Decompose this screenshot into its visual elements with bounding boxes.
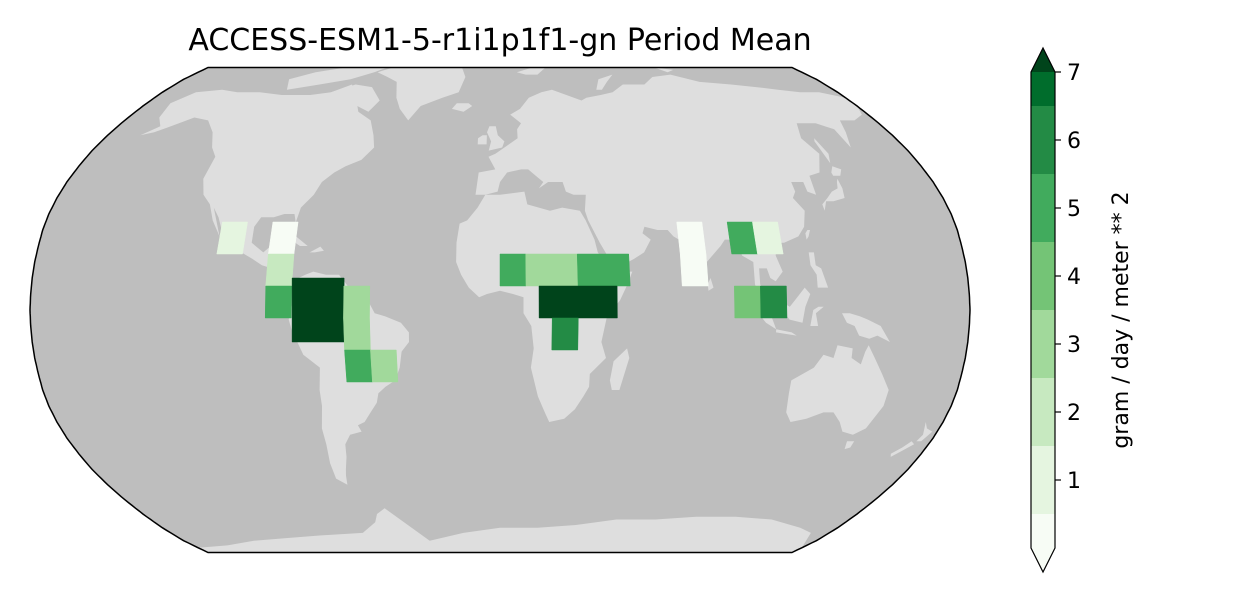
land-new-zealand-n <box>916 422 933 442</box>
data-cell <box>265 253 295 287</box>
data-cell <box>291 277 345 343</box>
colorbar-tick-label: 3 <box>1067 333 1081 358</box>
colorbar-extend-min <box>1031 548 1055 572</box>
data-cell <box>576 253 631 287</box>
land-greenland <box>377 67 466 121</box>
colorbar-bin <box>1031 514 1055 548</box>
data-cell <box>370 349 399 383</box>
colorbar-tick-label: 2 <box>1067 401 1081 426</box>
land-antarctica <box>198 508 811 553</box>
data-cell <box>499 253 527 287</box>
colorbar-bin <box>1031 378 1055 446</box>
map-boundary <box>29 66 971 554</box>
colorbar-label: gram / day / meter ** 2 <box>1109 191 1134 448</box>
data-cell <box>734 285 762 319</box>
colorbar-extend-max <box>1031 48 1055 72</box>
colorbar-tick-label: 6 <box>1067 129 1081 154</box>
land-baffin <box>331 84 380 112</box>
colorbar-tick-label: 7 <box>1067 61 1081 86</box>
colorbar-bin <box>1031 446 1055 514</box>
data-cell <box>268 221 299 255</box>
data-cell <box>525 253 579 287</box>
land-iceland <box>451 103 473 112</box>
data-cell <box>538 285 618 319</box>
land-ireland <box>477 135 487 145</box>
data-cell <box>216 221 248 255</box>
land-philippines <box>808 252 829 288</box>
land-north-america <box>140 84 375 288</box>
colorbar-bin <box>1031 242 1055 310</box>
data-cell <box>676 221 707 255</box>
land-taiwan <box>805 230 810 240</box>
data-cell <box>264 285 292 319</box>
data-cell <box>760 285 788 319</box>
land-tasmania <box>844 441 855 450</box>
colorbar-outline <box>1030 46 1056 574</box>
land-masses <box>140 67 933 553</box>
land-new-guinea <box>842 313 890 342</box>
land-japan <box>822 178 845 211</box>
data-cell <box>344 349 373 383</box>
land-borneo <box>784 287 811 323</box>
land-svalbard <box>516 67 546 75</box>
land-hispaniola <box>309 246 324 253</box>
data-cell <box>752 221 784 255</box>
colorbar-bin <box>1031 72 1055 106</box>
land-hokkaido <box>831 166 842 176</box>
land-australia <box>786 345 889 435</box>
land-britain <box>487 126 505 151</box>
land-sakhalin <box>814 138 831 164</box>
land-new-zealand-s <box>890 441 915 457</box>
land-arctic-islands <box>286 67 398 90</box>
land-severnaya <box>654 67 674 73</box>
data-cell <box>551 317 579 351</box>
data-cell <box>679 253 709 287</box>
colorbar-bin <box>1031 106 1055 174</box>
colorbar-tick-label: 4 <box>1067 265 1081 290</box>
colorbar: 1 2 3 4 5 6 7 gram / day / meter ** 2 <box>1030 46 1134 574</box>
map-panel <box>29 66 971 554</box>
data-cell <box>343 285 371 319</box>
data-cell <box>343 317 371 351</box>
land-novaya-zemlya <box>596 74 613 90</box>
map-title: ACCESS-ESM1-5-r1i1p1f1-gn Period Mean <box>188 23 811 58</box>
colorbar-bin <box>1031 310 1055 378</box>
land-madagascar <box>609 348 630 390</box>
colorbar-tick-label: 1 <box>1067 469 1081 494</box>
land-sri-lanka <box>707 278 714 291</box>
colorbar-bin <box>1031 174 1055 242</box>
land-java <box>776 329 797 336</box>
colorbar-tick-label: 5 <box>1067 197 1081 222</box>
data-cells <box>216 221 788 383</box>
land-sulawesi <box>810 306 824 326</box>
